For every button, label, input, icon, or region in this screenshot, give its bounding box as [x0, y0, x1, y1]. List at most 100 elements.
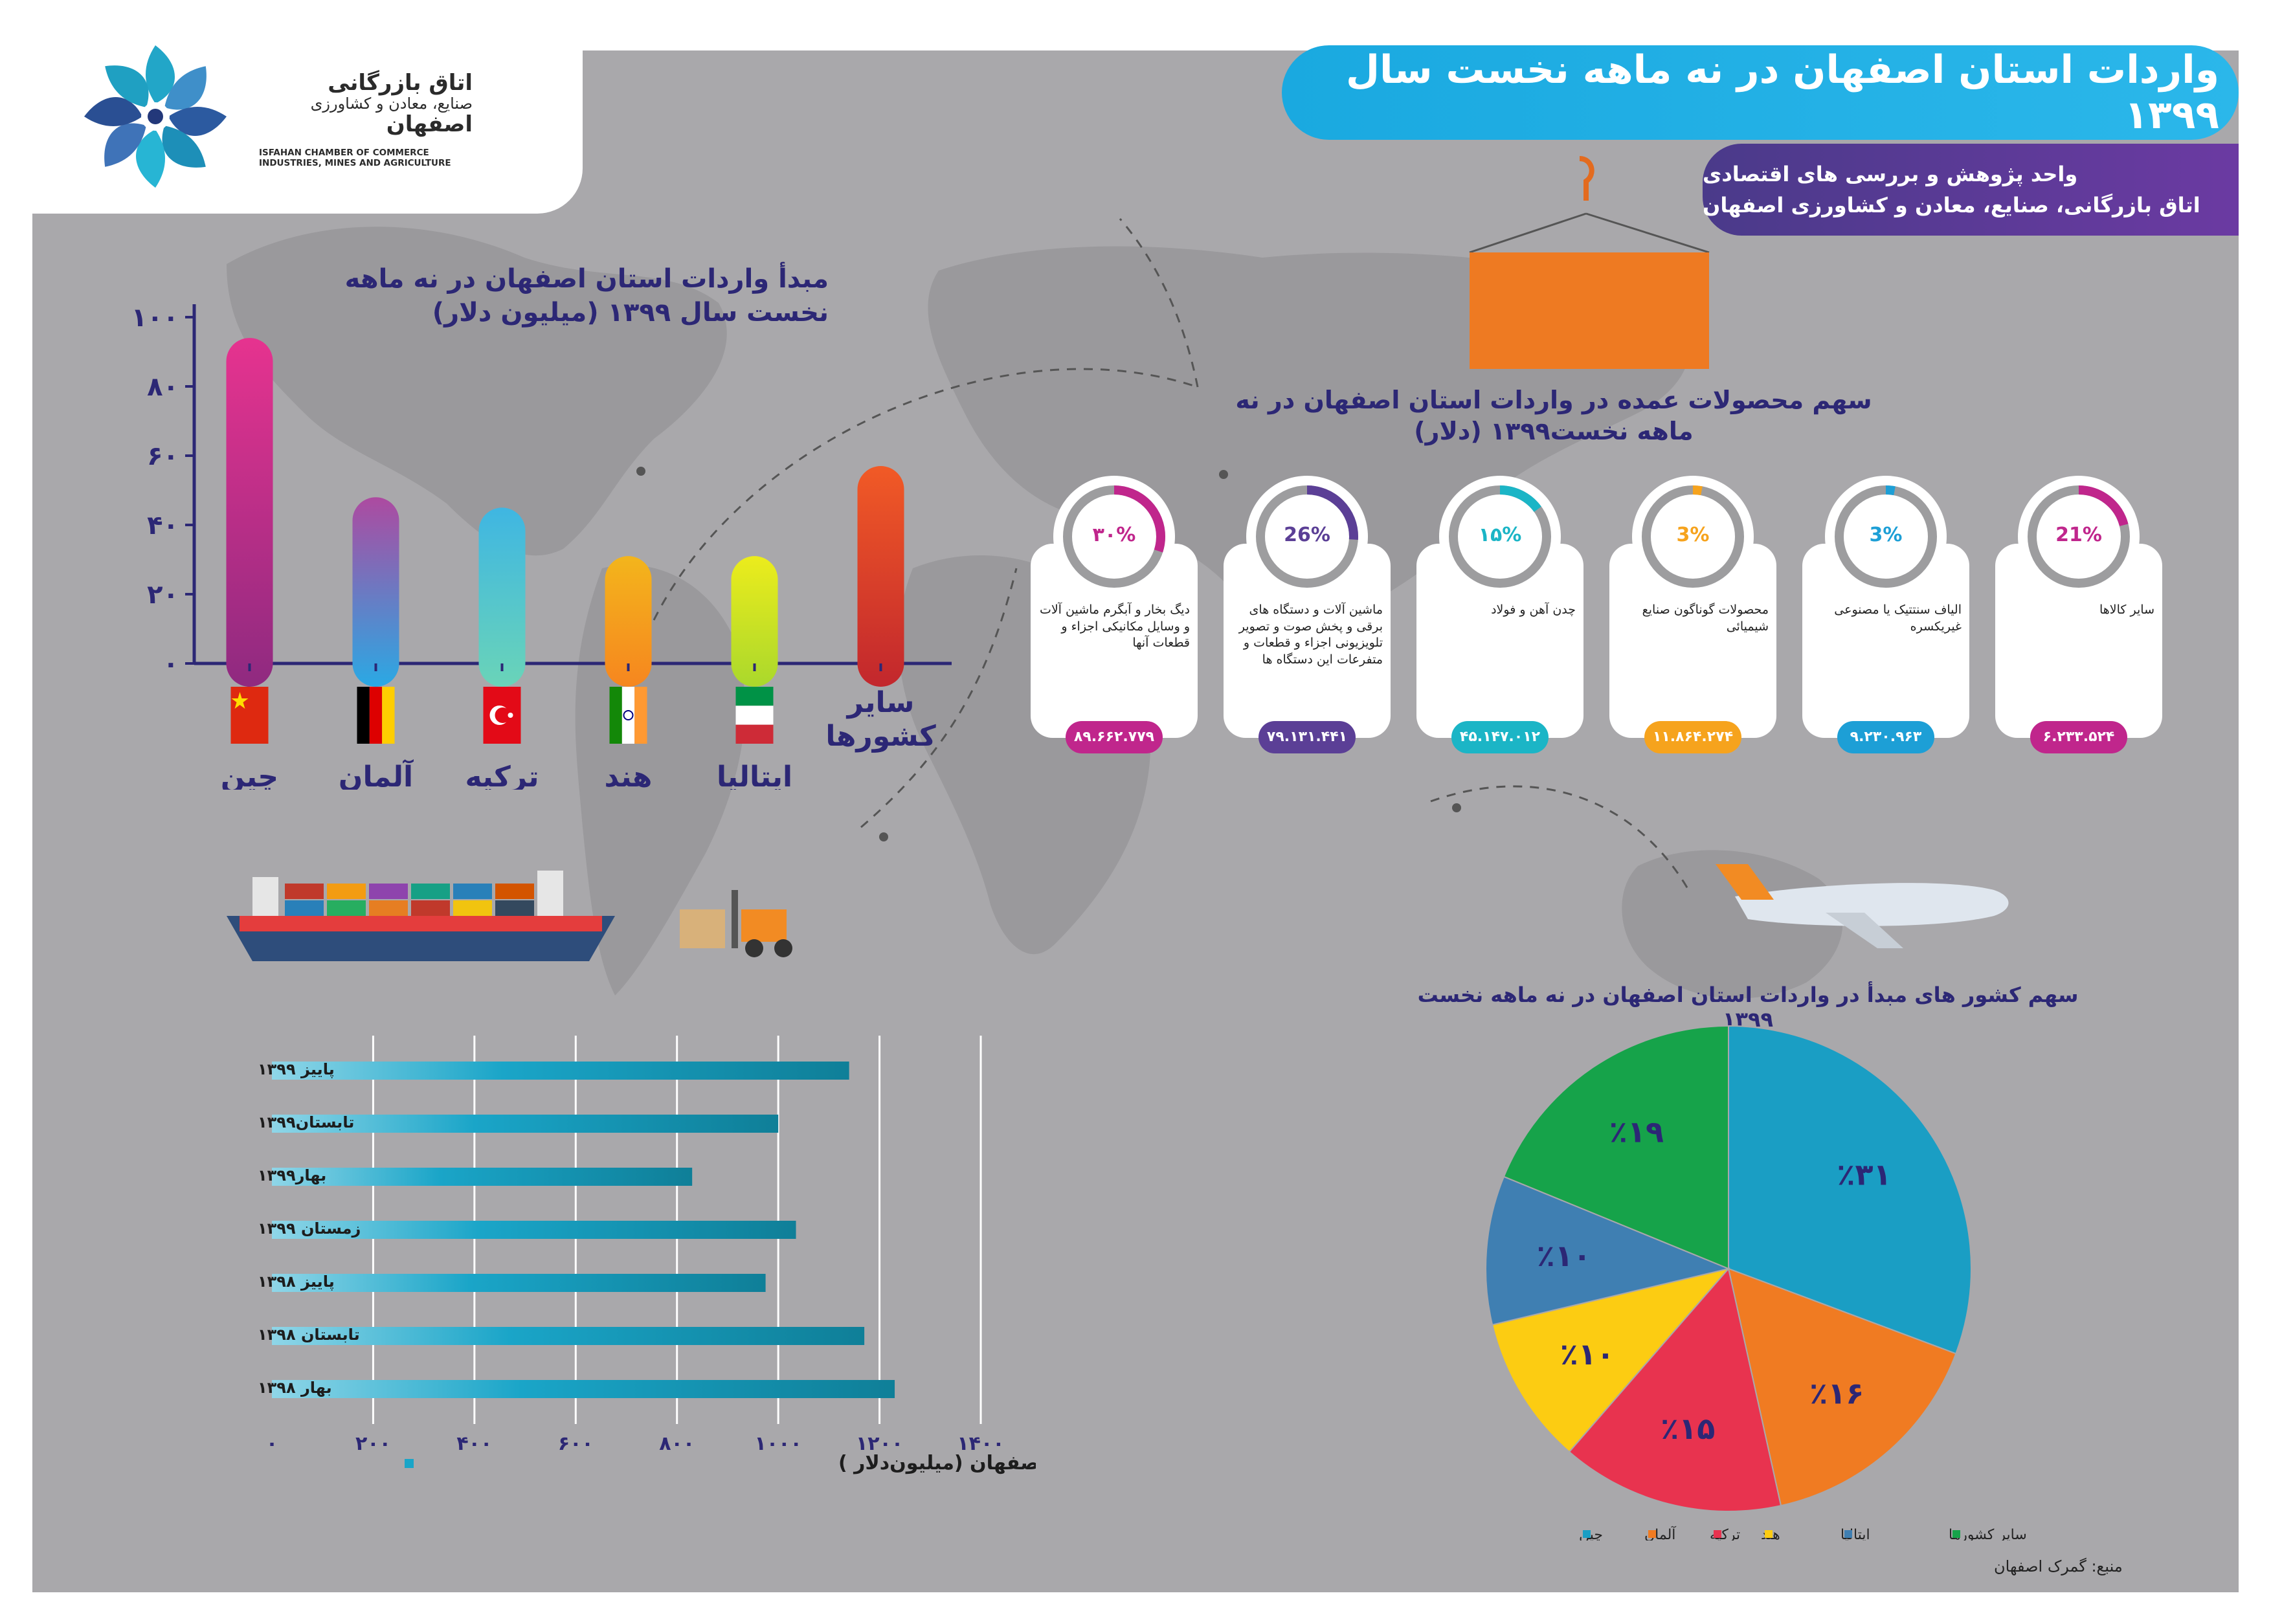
- pie-label-1: ٪۱۶: [1809, 1375, 1864, 1410]
- product-percent-0: ۳۰%: [1092, 524, 1136, 546]
- hbar-label-0: پاییز ۱۳۹۹: [258, 1060, 335, 1078]
- pie-slice-5: [1503, 1025, 1729, 1270]
- pie-legend-swatch: [1714, 1530, 1721, 1538]
- product-label-1: ماشین آلات و دستگاه های برقی و پخش صوت و…: [1238, 603, 1383, 667]
- logo-en-line2: INDUSTRIES, MINES AND AGRICULTURE: [259, 158, 451, 169]
- product-label-2: چدن آهن و فولاد: [1491, 603, 1576, 617]
- india-flag-icon: [609, 687, 647, 744]
- category-label-3: هند: [605, 761, 653, 790]
- hbar-4: [272, 1274, 766, 1292]
- cargo-ship-illustration: [227, 871, 615, 961]
- legend-swatch: [405, 1459, 414, 1468]
- hbar-label-1: تابستان۱۳۹۹: [258, 1113, 354, 1131]
- logo-fa-line2: صنایع، معادن و کشاورزی: [310, 95, 473, 113]
- subtitle-line2: اتاق بازرگانی، صنایع، معادن و کشاورزی اص…: [1703, 193, 2200, 217]
- gauge-fill: [1256, 485, 1358, 588]
- bar-0: [226, 338, 273, 687]
- pie-legend-swatch: [1952, 1530, 1960, 1538]
- pie-legend-label: سایر کشورها: [1949, 1527, 2027, 1541]
- x-tick-label: ۰: [266, 1432, 278, 1455]
- products-title: سهم محصولات عمده در واردات استان اصفهان …: [1230, 385, 1877, 447]
- product-amount-4: ۹.۲۳۰.۹۶۳: [1837, 721, 1934, 753]
- product-amount-1: ۷۹.۱۳۱.۴۴۱: [1259, 721, 1356, 753]
- gauge-fill: [1449, 485, 1551, 588]
- bar-2: [478, 507, 526, 687]
- pie-legend-swatch: [1583, 1530, 1591, 1538]
- bar-3: [605, 556, 652, 687]
- subtitle-line1: واحد پژوهش و بررسی های اقتصادی: [1703, 162, 2078, 186]
- pie-legend-item-1: ایتالیا: [1840, 1527, 1870, 1541]
- product-ring-2: ۱۵%: [1439, 476, 1561, 597]
- pie-label-3: ٪۱۰: [1560, 1337, 1615, 1372]
- pie-legend-item-0: سایر کشورها: [1949, 1527, 2027, 1541]
- logo-area: اتاق بازرگانی صنایع، معادن و کشاورزی اصف…: [32, 19, 583, 214]
- logo-fa-line1: اتاق بازرگانی: [328, 70, 473, 96]
- product-percent-2: ۱۵%: [1478, 524, 1522, 546]
- product-amount-3: ۱۱.۸۶۴.۲۷۴: [1644, 721, 1741, 753]
- x-tick-label: ۴۰۰: [456, 1432, 492, 1455]
- products-title-line2: ماهه نخست۱۳۹۹ (دلار): [1414, 416, 1694, 445]
- pie-legend-swatch: [1844, 1530, 1852, 1538]
- origin-chart-title: مبدأ واردات استان اصفهان در نه ماهه نخست…: [344, 264, 829, 328]
- product-label-5: سایر کالاها: [2099, 603, 2154, 617]
- hbar-3: [272, 1221, 796, 1239]
- product-label-4: الیاف سنتتیک یا مصنوعی غیریکسره: [1834, 603, 1962, 634]
- donut-gauge-1: [1256, 485, 1358, 588]
- category-label-2: ترکیه: [465, 761, 539, 790]
- subtitle-banner: واحد پژوهش و بررسی های اقتصادی اتاق بازر…: [1703, 144, 2239, 236]
- product-amount-2: ۴۵.۱۴۷.۰۱۲: [1451, 721, 1549, 753]
- page-title: واردات استان اصفهان در نه ماهه نخست سال …: [1345, 47, 2219, 138]
- hbar-5: [272, 1327, 865, 1345]
- pie-slice-2: [1568, 1267, 1782, 1512]
- donut-gauge-2: [1449, 485, 1551, 588]
- hbar-label-5: تابستان ۱۳۹۸: [258, 1326, 360, 1344]
- hbar-1: [272, 1115, 779, 1133]
- logo-en-line1: ISFAHAN CHAMBER OF COMMERCE: [259, 148, 429, 158]
- hbar-label-6: بهار ۱۳۹۸: [258, 1379, 332, 1397]
- category-label-4: ایتالیا: [717, 761, 792, 790]
- product-ring-1: 26%: [1246, 476, 1368, 597]
- origin-bar-chart: ۰ ۲۰ ۴۰ ۶۰ ۸۰ ۱۰۰ چین آلمان ترکیه هند ایتالیا سایر ک…: [131, 303, 952, 790]
- products-title-line1: سهم محصولات عمده در واردات استان اصفهان …: [1235, 386, 1872, 414]
- pie-slice-3: [1491, 1267, 1730, 1453]
- product-ring-5: 21%: [2018, 476, 2140, 597]
- product-percent-4: 3%: [1869, 524, 1903, 546]
- category-label-0: چین: [221, 761, 278, 790]
- hbar-2: [272, 1168, 693, 1186]
- country-share-pie-chart: ٪۳۱ ٪۱۶ ٪۱۵ ٪۱۰ ٪۱۰ ٪۱۹ سایر کشورها ایتالیا هند ت…: [1485, 1025, 2027, 1541]
- hbar-label-4: پاییز ۱۳۹۸: [258, 1273, 335, 1291]
- x-tick-label: ۱۲۰۰: [856, 1432, 903, 1455]
- pie-legend-label: چین: [1579, 1527, 1603, 1541]
- category-label-1: آلمان: [339, 759, 414, 790]
- pie-legend-swatch: [1765, 1530, 1773, 1538]
- bar-5: [857, 466, 904, 687]
- logo-fa-line3: اصفهان: [386, 111, 473, 137]
- product-percent-5: 21%: [2055, 524, 2102, 546]
- product-label-3: محصولات گوناگون صنایع شیمیائی: [1642, 603, 1769, 634]
- quarterly-bar-chart: ۰ ۲۰۰ ۴۰۰ ۶۰۰ ۸۰۰ ۱۰۰۰ ۱۲۰۰ ۱۴۰۰ پاییز ۱۳۹۹ تابست…: [258, 1036, 1036, 1474]
- product-amount-5: ۶.۲۳۳.۵۲۴: [2030, 721, 2127, 753]
- china-flag-icon: [230, 687, 269, 744]
- x-tick-label: ۸۰۰: [659, 1432, 695, 1455]
- y-tick-label: ۰: [163, 649, 179, 679]
- source-note: منبع: گمرک اصفهان: [1994, 1557, 2123, 1575]
- hbar-label-3: زمستان ۱۳۹۹: [258, 1219, 361, 1238]
- product-amount-0: ۸۹.۶۶۲.۷۷۹: [1066, 721, 1163, 753]
- pie-legend-item-3: ترکیه: [1710, 1527, 1740, 1541]
- pie-slice-0: [1728, 1025, 1972, 1355]
- chamber-logo-icon: [84, 45, 227, 188]
- product-ring-4: 3%: [1825, 476, 1947, 597]
- donut-gauge-5: [2028, 485, 2130, 588]
- product-label-0: دیگ بخار و آبگرم ماشین آلات و وسایل مکان…: [1039, 603, 1190, 651]
- bar-4: [731, 556, 778, 687]
- y-tick-label: ۲۰: [147, 580, 179, 610]
- y-tick-label: ۶۰: [147, 441, 179, 471]
- y-tick-label: ۸۰: [147, 372, 179, 402]
- turkey-flag-icon: [483, 687, 521, 744]
- gauge-fill: [2028, 485, 2130, 588]
- hbar-6: [272, 1380, 895, 1398]
- x-tick-label: ۱۰۰۰: [755, 1432, 802, 1455]
- pie-label-5: ٪۱۹: [1609, 1114, 1664, 1149]
- pie-label-4: ٪۱۰: [1537, 1238, 1591, 1273]
- airplane-illustration: [1716, 864, 2009, 948]
